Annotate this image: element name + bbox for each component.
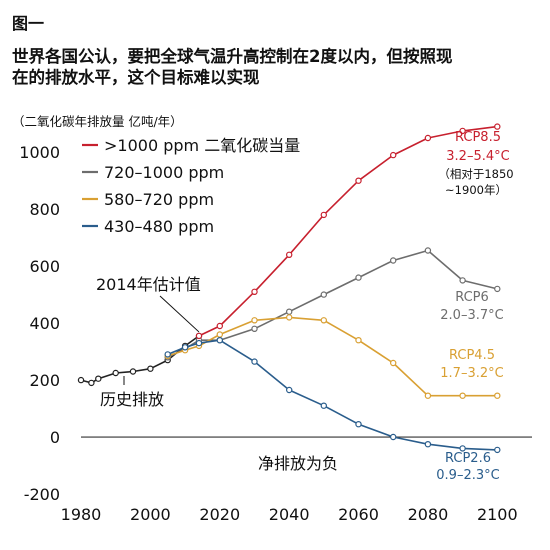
series-point-rcp85 xyxy=(216,322,223,330)
scenario-range-rcp45: 1.7–3.2°C xyxy=(440,366,503,381)
series-point-rcp26 xyxy=(216,337,223,344)
series-point-rcp26 xyxy=(195,339,203,347)
relative-note-line-1: （相对于1850 xyxy=(438,167,513,181)
series-point-rcp26 xyxy=(320,402,327,409)
estimate-2014-label: 2014年估计值 xyxy=(96,275,201,294)
headline: 世界各国公认，要把全球气温升高控制在2度以内，但按照现 在的排放水平，这个目标难… xyxy=(12,46,532,88)
series-point-rcp85 xyxy=(355,177,362,184)
series-point-historical xyxy=(77,376,85,384)
series-point-rcp45 xyxy=(251,317,258,324)
series-point-rcp26 xyxy=(286,386,293,394)
series-point-rcp26 xyxy=(390,433,397,441)
series-point-rcp85 xyxy=(195,332,203,340)
series-point-rcp85 xyxy=(459,127,466,135)
series-point-historical xyxy=(88,379,95,387)
relative-note-line-2: ~1900年） xyxy=(445,183,507,197)
series-point-rcp6 xyxy=(390,257,397,264)
series-point-rcp45 xyxy=(424,392,432,399)
series-point-historical xyxy=(129,368,137,375)
annotation-layer: RCP8.5 3.2–5.4°C RCP6 2.0–3.7°C RCP4.5 1.7–3.… xyxy=(96,130,514,483)
series-point-historical xyxy=(95,375,102,382)
legend-label-rcp45: 580–720 ppm xyxy=(104,190,214,209)
scenario-name-rcp26: RCP2.6 xyxy=(445,451,491,466)
legend-layer: >1000 ppm 二氧化碳当量 720–1000 ppm 580–720 ppm 4… xyxy=(82,136,300,236)
series-point-rcp26 xyxy=(494,446,501,454)
series-point-rcp45 xyxy=(355,337,362,344)
x-tick-label: 2000 xyxy=(130,505,171,524)
series-point-rcp6 xyxy=(355,274,362,281)
series-point-rcp26 xyxy=(355,421,362,428)
series-point-rcp6 xyxy=(494,285,501,293)
series-point-historical xyxy=(112,369,119,377)
headline-line-1: 世界各国公认，要把全球气温升高控制在2度以内，但按照现 xyxy=(12,47,453,66)
x-tick-label: 2060 xyxy=(338,505,379,524)
x-tick-label: 2020 xyxy=(199,505,240,524)
legend-label-rcp85: >1000 ppm 二氧化碳当量 xyxy=(104,136,300,155)
y-tick-label: -200 xyxy=(24,485,60,504)
series-point-rcp45 xyxy=(320,317,327,324)
series-point-rcp26 xyxy=(424,441,432,448)
y-tick-label: 1000 xyxy=(19,143,60,162)
scenario-name-rcp6: RCP6 xyxy=(455,290,489,305)
series-point-rcp26 xyxy=(181,344,189,351)
series-layer xyxy=(77,123,501,454)
estimate-2014-leader xyxy=(159,295,200,333)
series-point-rcp85 xyxy=(286,251,293,258)
series-point-historical xyxy=(147,365,154,372)
series-point-rcp85 xyxy=(494,123,501,130)
series-point-rcp26 xyxy=(164,351,171,358)
series-line-rcp45 xyxy=(167,316,498,397)
x-tick-label: 2100 xyxy=(477,505,518,524)
headline-line-2: 在的排放水平，这个目标难以实现 xyxy=(12,68,260,87)
series-point-rcp45 xyxy=(459,392,466,399)
scenario-range-rcp26: 0.9–2.3°C xyxy=(436,468,499,483)
net-negative-label: 净排放为负 xyxy=(258,454,338,473)
series-point-rcp85 xyxy=(251,288,258,295)
series-point-rcp45 xyxy=(286,314,293,321)
scenario-name-rcp45: RCP4.5 xyxy=(449,348,495,363)
series-point-rcp85 xyxy=(320,211,327,219)
y-tick-label: 800 xyxy=(29,200,60,219)
historical-label: 历史排放 xyxy=(100,390,164,409)
series-line-rcp85 xyxy=(198,125,498,337)
y-tick-label: 200 xyxy=(29,371,60,390)
y-tick-label: 400 xyxy=(29,314,60,333)
series-point-rcp45 xyxy=(216,331,223,338)
series-point-rcp85 xyxy=(390,151,397,159)
scenario-range-rcp6: 2.0–3.7°C xyxy=(440,308,503,323)
y-axis-unit-label: （二氧化碳年排放量 亿吨/年） xyxy=(12,114,183,129)
scenario-name-rcp85: RCP8.5 xyxy=(455,130,501,145)
y-tick-label: 600 xyxy=(29,257,60,276)
series-point-rcp45 xyxy=(390,359,397,367)
legend-label-rcp26: 430–480 ppm xyxy=(104,217,214,236)
y-tick-label: 0 xyxy=(50,428,60,447)
series-point-rcp26 xyxy=(459,445,466,452)
x-tick-label: 2080 xyxy=(408,505,449,524)
figure-label: 图一 xyxy=(12,14,45,33)
series-point-rcp6 xyxy=(286,308,293,315)
series-point-rcp6 xyxy=(251,325,258,332)
series-point-rcp6 xyxy=(424,247,432,254)
series-point-rcp45 xyxy=(494,392,501,399)
legend-label-rcp6: 720–1000 ppm xyxy=(104,163,224,182)
series-point-rcp6 xyxy=(459,277,466,284)
scenario-range-rcp85: 3.2–5.4°C xyxy=(446,149,509,164)
series-point-rcp26 xyxy=(251,358,258,365)
series-point-rcp6 xyxy=(320,291,327,298)
x-tick-label: 1980 xyxy=(61,505,102,524)
series-point-rcp85 xyxy=(424,134,432,142)
x-tick-label: 2040 xyxy=(269,505,310,524)
